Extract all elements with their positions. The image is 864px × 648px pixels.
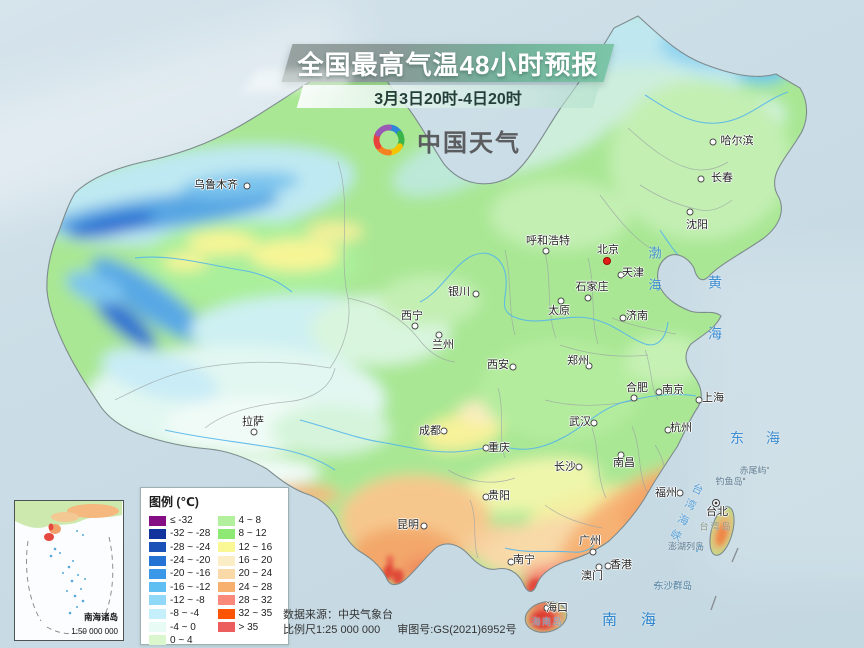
inset-scale: 1:50 000 000 (71, 627, 118, 636)
legend-range-label: -12 ~ -8 (170, 594, 205, 606)
legend-range-label: -16 ~ -12 (170, 581, 211, 593)
legend-range-label: 28 ~ 32 (238, 594, 273, 606)
legend-item: 12 ~ 16 (217, 541, 282, 554)
forecast-period: 3月3日20时-4日20时 (374, 90, 522, 108)
province-borders (114, 127, 733, 559)
legend-swatch (217, 595, 235, 606)
legend-item: 28 ~ 32 (217, 594, 282, 607)
legend-item: -12 ~ -8 (149, 594, 213, 607)
legend-range-label: 32 ~ 35 (238, 608, 273, 620)
legend-panel: 图例 (℃) ≤ -32 -32 ~ -28 -28 ~ -24 -24 ~ -20-… (140, 487, 289, 647)
legend-swatch (149, 595, 166, 606)
legend-swatch (149, 622, 166, 633)
legend-range-label: 0 ~ 4 (170, 634, 193, 646)
legend-item: 8 ~ 12 (217, 527, 282, 540)
legend-swatch (149, 555, 166, 566)
legend-items: ≤ -32 -32 ~ -28 -28 ~ -24 -24 ~ -20 -20 ~ -1… (149, 514, 281, 647)
legend-swatch (149, 635, 166, 646)
legend-swatch (217, 608, 235, 619)
legend-swatch (217, 542, 235, 553)
approval-number: 审图号:GS(2021)6952号 (397, 624, 517, 636)
legend-range-label: 20 ~ 24 (238, 568, 273, 580)
legend-item: -8 ~ -4 (149, 607, 213, 620)
legend-title: 图例 (℃) (149, 495, 199, 509)
rivers (134, 91, 789, 553)
south-china-sea-inset: 南海诸岛 1:50 000 000 (14, 500, 124, 641)
legend-range-label: 8 ~ 12 (238, 528, 267, 540)
brand-name: 中国天气 (417, 129, 521, 157)
map-credits: 数据来源：中央气象台 比例尺1:25 000 000 审图号:GS(2021)6… (283, 608, 517, 638)
pinwheel-icon (373, 124, 405, 156)
legend-swatch (149, 528, 166, 539)
boundary-dashes (653, 467, 769, 611)
legend-item: -32 ~ -28 (149, 527, 213, 540)
china-outline (46, 15, 808, 633)
legend-range-label: -32 ~ -28 (170, 528, 211, 540)
legend-swatch (149, 515, 166, 526)
inset-title: 南海诸岛 (83, 612, 118, 622)
legend-swatch (149, 608, 166, 619)
legend-swatch (217, 582, 235, 593)
legend-swatch (149, 568, 166, 579)
legend-item: ≤ -32 (149, 514, 213, 527)
legend-swatch (217, 515, 235, 526)
legend-range-label: 16 ~ 20 (238, 555, 273, 567)
page-title: 全国最高气温48小时预报 (297, 49, 599, 80)
legend-item: -24 ~ -20 (149, 554, 213, 567)
legend-range-label: -28 ~ -24 (170, 541, 211, 553)
legend-item: 20 ~ 24 (217, 567, 282, 580)
inset-map-art (15, 501, 122, 639)
legend-range-label: 24 ~ 28 (238, 581, 273, 593)
legend-range-label: -24 ~ -20 (170, 555, 211, 567)
legend-range-label: 12 ~ 16 (238, 541, 273, 553)
legend-range-label: -20 ~ -16 (170, 568, 211, 580)
legend-item: 32 ~ 35 (217, 607, 282, 620)
legend-item: 4 ~ 8 (217, 514, 282, 527)
legend-item: -20 ~ -16 (149, 567, 213, 580)
legend-item: 24 ~ 28 (217, 580, 282, 593)
legend-range-label: 4 ~ 8 (238, 515, 262, 527)
legend-item: 16 ~ 20 (217, 554, 282, 567)
legend-item: > 35 (217, 620, 282, 633)
legend-swatch (217, 568, 235, 579)
legend-swatch (149, 582, 166, 593)
legend-item: -4 ~ 0 (149, 620, 213, 633)
legend-range-label: ≤ -32 (170, 515, 193, 527)
legend-swatch (149, 542, 166, 553)
legend-range-label: > 35 (238, 621, 259, 633)
china-weather-logo: 中国天气 (370, 121, 521, 159)
legend-swatch (217, 528, 235, 539)
legend-swatch (217, 555, 235, 566)
legend-item: -28 ~ -24 (149, 541, 213, 554)
legend-item: 0 ~ 4 (149, 634, 213, 647)
legend-swatch (217, 622, 235, 633)
data-source: 数据来源：中央气象台 (283, 609, 393, 621)
legend-range-label: -4 ~ 0 (170, 621, 196, 633)
legend-item: -16 ~ -12 (149, 580, 213, 593)
legend-range-label: -8 ~ -4 (170, 608, 200, 620)
map-scale: 比例尺1:25 000 000 (283, 624, 381, 636)
